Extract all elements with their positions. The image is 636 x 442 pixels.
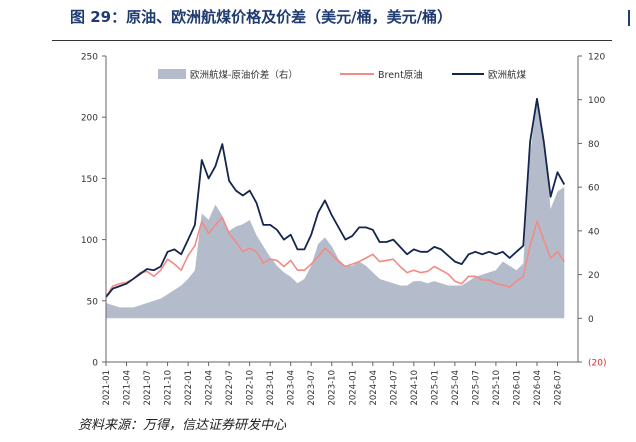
x-tick-label: 2025-07 <box>471 370 481 406</box>
x-tick-label: 2023-10 <box>328 370 338 406</box>
y-left-tick-label: 100 <box>81 236 98 246</box>
y-right-tick-label: 20 <box>588 271 600 281</box>
legend-label-brent: Brent原油 <box>378 69 423 81</box>
y-left-tick-label: 0 <box>92 359 98 369</box>
x-tick-label: 2021-04 <box>123 370 133 406</box>
x-tick-label: 2024-01 <box>348 370 358 406</box>
y-right-tick-label: 60 <box>588 184 600 194</box>
legend-label-jet: 欧洲航煤 <box>488 69 527 81</box>
legend: 欧洲航煤-原油价差（右） Brent原油 欧洲航煤 <box>158 69 527 81</box>
figure-title: 图 29：原油、欧洲航煤价格及价差（美元/桶，美元/桶） <box>70 8 453 26</box>
brent-line <box>105 216 565 298</box>
x-tick-label: 2022-07 <box>225 370 235 406</box>
y-right-tick-label: 80 <box>588 140 600 150</box>
y-right-tick-label: 0 <box>588 315 594 325</box>
x-tick-label: 2024-04 <box>369 370 379 406</box>
y-left-tick-label: 150 <box>81 175 98 185</box>
x-tick-label: 2023-04 <box>287 370 297 406</box>
y-right-tick-label: 120 <box>588 53 605 63</box>
x-tick-label: 2025-04 <box>451 370 461 406</box>
x-tick-label: 2026-07 <box>553 370 563 406</box>
y-left-tick-label: 200 <box>81 114 98 124</box>
source-note: 资料来源：万得，信达证券研发中心 <box>78 418 287 433</box>
legend-label-spread: 欧洲航煤-原油价差（右） <box>190 69 298 81</box>
x-tick-label: 2024-10 <box>410 370 420 406</box>
x-tick-label: 2025-10 <box>492 370 502 406</box>
chart: 0 50 100 150 200 250 (20) 0 20 40 60 80 100 120 2021-0… <box>81 53 607 406</box>
x-tick-label: 2023-07 <box>307 370 317 406</box>
corner-mark <box>628 10 636 26</box>
spread-area <box>106 99 565 319</box>
x-tick-label: 2021-01 <box>102 370 112 406</box>
legend-swatch-spread <box>158 69 186 79</box>
title-rule <box>52 40 612 41</box>
x-tick-label: 2022-04 <box>205 370 215 406</box>
jet-fuel-line <box>105 97 566 298</box>
x-tick-label: 2025-01 <box>430 370 440 406</box>
spread-area-layer <box>106 99 565 319</box>
y-left-tick-label: 250 <box>81 53 98 63</box>
x-tick-label: 2022-01 <box>184 370 194 406</box>
y-left-tick-label: 50 <box>87 297 99 307</box>
line-layer <box>105 97 566 298</box>
x-tick-label: 2022-10 <box>246 370 256 406</box>
x-tick-label: 2024-07 <box>389 370 399 406</box>
y-right-tick-label: 100 <box>588 96 605 106</box>
x-tick-label: 2026-01 <box>512 370 522 406</box>
x-tick-label: 2023-01 <box>266 370 276 406</box>
x-tick-label: 2026-04 <box>533 370 543 406</box>
axes-layer: 0 50 100 150 200 250 (20) 0 20 40 60 80 100 120 2021-0… <box>81 53 607 406</box>
x-tick-label: 2021-07 <box>143 370 153 406</box>
y-right-tick-label: 40 <box>588 227 600 237</box>
y-right-tick-label: (20) <box>588 359 606 369</box>
x-tick-label: 2021-10 <box>164 370 174 406</box>
